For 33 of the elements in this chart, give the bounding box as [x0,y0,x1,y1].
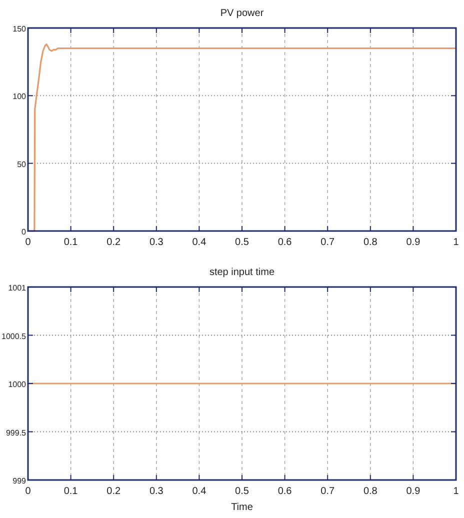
x-tick-label: 0.5 [235,237,250,248]
x-tick-label: 0.8 [363,486,378,497]
x-tick-label: 0.2 [106,237,121,248]
y-tick-label: 50 [17,160,27,169]
x-tick-label: 0.8 [363,237,378,248]
y-tick-label: 100 [12,92,27,102]
x-tick-label: 0.7 [320,237,335,248]
x-tick-label: 0.1 [64,237,78,248]
x-tick-label: 0.4 [192,486,207,497]
y-tick-label: 999 [12,476,27,486]
x-tick-label: 0.6 [278,237,292,248]
y-tick-label: 0 [22,228,27,236]
x-tick-label: 1 [453,486,460,497]
x-tick-label: 0.6 [278,486,292,497]
x-tick-label: 0.9 [406,237,421,248]
x-tick-label: 0.9 [406,486,421,497]
y-tick-label: 999.5 [6,428,27,438]
chart-title: PV power [220,8,264,19]
y-tick-label: 150 [12,24,27,34]
line-series [27,43,457,232]
chart-title: step input time [209,267,275,278]
y-tick-label: 1000.5 [2,332,27,341]
x-tick-label: 0.3 [149,237,164,248]
x-tick-label: 0.4 [192,237,207,248]
x-axis-title: Time [231,502,254,513]
y-tick-label: 1000 [8,380,27,389]
x-tick-label: 0.1 [64,486,78,497]
x-tick-label: 0.3 [149,486,164,497]
x-tick-label: 0.7 [320,486,335,497]
x-tick-label: 1 [453,237,460,248]
x-tick-label: 0.5 [235,486,250,497]
y-tick-label: 1001 [8,284,27,292]
x-tick-label: 0.2 [106,486,121,497]
